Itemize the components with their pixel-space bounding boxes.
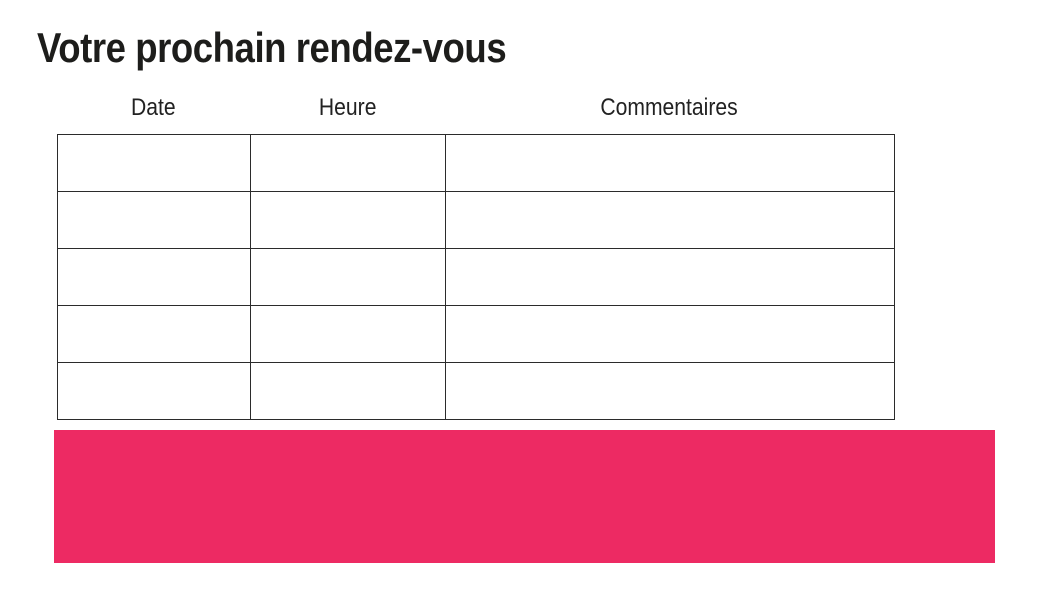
pink-banner [54, 430, 995, 563]
table-row [57, 305, 895, 363]
cell-date [57, 191, 251, 249]
cell-commentaires [445, 248, 895, 306]
cell-heure [250, 362, 446, 420]
page-title: Votre prochain rendez-vous [37, 24, 507, 71]
table-row [57, 362, 895, 420]
cell-date [57, 134, 251, 192]
cell-heure [250, 305, 446, 363]
column-header-commentaires-label: Commentaires [600, 94, 739, 121]
cell-heure [250, 248, 446, 306]
cell-date [57, 248, 251, 306]
table-row [57, 191, 895, 249]
column-header-heure-label: Heure [318, 94, 377, 121]
cell-commentaires [445, 134, 895, 192]
cell-heure [250, 191, 446, 249]
table-column-headers: Date Heure Commentaires [57, 94, 894, 122]
cell-commentaires [445, 305, 895, 363]
table-row [57, 248, 895, 306]
column-header-commentaires: Commentaires [445, 94, 894, 122]
column-header-heure: Heure [250, 94, 445, 122]
table-row [57, 134, 895, 192]
cell-heure [250, 134, 446, 192]
cell-date [57, 362, 251, 420]
appointment-table [57, 134, 895, 420]
cell-commentaires [445, 362, 895, 420]
column-header-date: Date [57, 94, 250, 122]
column-header-date-label: Date [131, 94, 176, 121]
cell-commentaires [445, 191, 895, 249]
cell-date [57, 305, 251, 363]
